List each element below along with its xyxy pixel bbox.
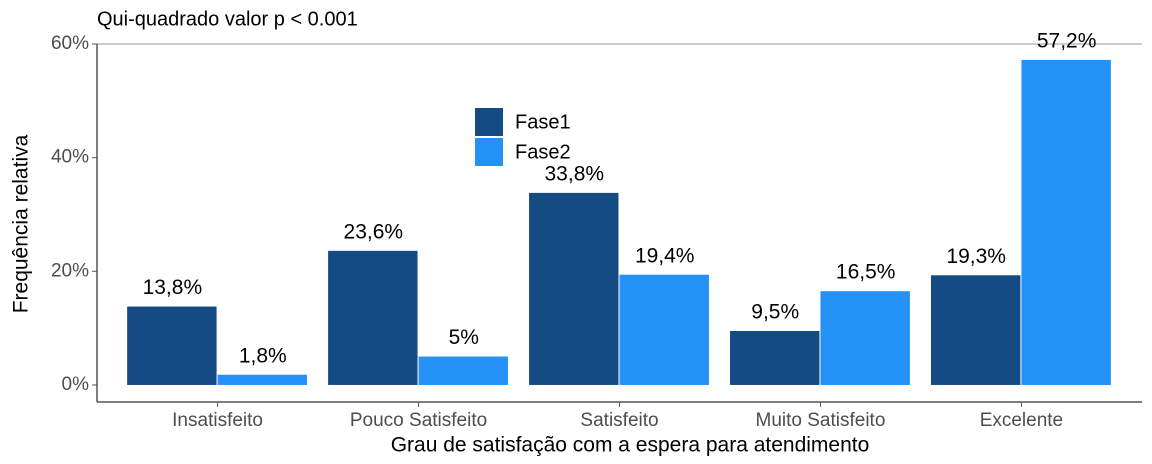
bar bbox=[619, 274, 709, 385]
bar bbox=[730, 330, 820, 385]
chart-title: Qui-quadrado valor p < 0.001 bbox=[97, 8, 358, 30]
value-label: 16,5% bbox=[836, 261, 896, 284]
legend-swatch bbox=[475, 138, 503, 166]
legend-label: Fase1 bbox=[515, 111, 571, 133]
x-tick-label: Insatisfeito bbox=[172, 410, 263, 431]
bar bbox=[328, 250, 418, 385]
y-tick-label: 20% bbox=[51, 260, 89, 281]
legend-swatch bbox=[475, 108, 503, 136]
y-tick-label: 60% bbox=[51, 33, 89, 54]
value-label: 33,8% bbox=[545, 162, 605, 185]
value-label: 57,2% bbox=[1037, 29, 1097, 52]
value-label: 5% bbox=[449, 326, 479, 349]
x-axis-title: Grau de satisfação com a espera para ate… bbox=[391, 434, 870, 457]
x-tick-label: Excelente bbox=[980, 410, 1063, 431]
value-label: 13,8% bbox=[143, 276, 203, 299]
bar bbox=[1021, 59, 1111, 385]
value-label: 9,5% bbox=[751, 301, 799, 324]
x-tick-label: Satisfeito bbox=[580, 410, 658, 431]
bar bbox=[529, 192, 619, 385]
bar bbox=[820, 291, 910, 385]
y-tick-label: 40% bbox=[51, 147, 89, 168]
value-label: 19,3% bbox=[946, 245, 1006, 268]
y-axis-title: Frequência relativa bbox=[10, 134, 33, 313]
bar bbox=[930, 275, 1021, 385]
bar bbox=[127, 306, 217, 385]
legend-label: Fase2 bbox=[515, 141, 571, 163]
value-label: 23,6% bbox=[344, 220, 404, 243]
value-label: 19,4% bbox=[635, 244, 695, 267]
bar bbox=[217, 374, 308, 385]
x-tick-label: Pouco Satisfeito bbox=[350, 410, 487, 431]
value-label: 1,8% bbox=[239, 344, 287, 367]
y-tick-label: 0% bbox=[62, 374, 90, 395]
x-tick-label: Muito Satisfeito bbox=[756, 410, 886, 431]
bar bbox=[418, 356, 508, 385]
